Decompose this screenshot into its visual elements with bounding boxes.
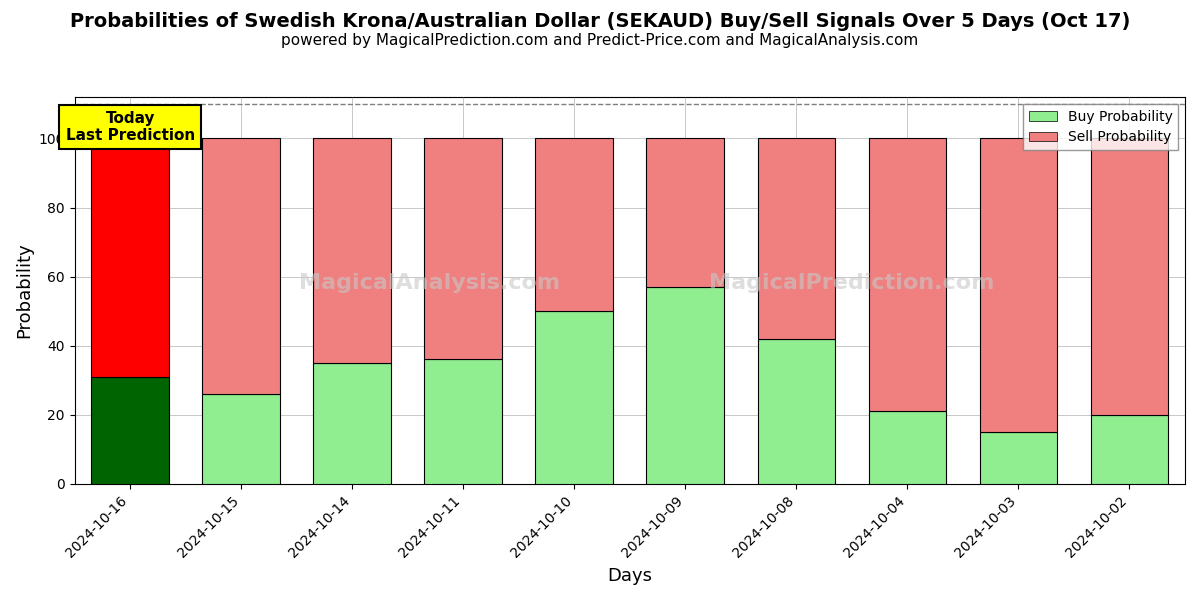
Text: MagicalPrediction.com: MagicalPrediction.com	[709, 272, 995, 293]
Bar	[425, 359, 502, 484]
Text: Today
Last Prediction: Today Last Prediction	[66, 111, 194, 143]
Bar	[1091, 139, 1169, 415]
Bar	[313, 139, 391, 363]
Bar	[757, 339, 835, 484]
Text: Probabilities of Swedish Krona/Australian Dollar (SEKAUD) Buy/Sell Signals Over : Probabilities of Swedish Krona/Australia…	[70, 12, 1130, 31]
Bar	[203, 139, 280, 394]
Bar	[535, 139, 613, 311]
Bar	[91, 377, 169, 484]
Bar	[535, 311, 613, 484]
Bar	[979, 432, 1057, 484]
Bar	[313, 363, 391, 484]
Bar	[979, 139, 1057, 432]
Bar	[869, 139, 947, 411]
Bar	[647, 287, 725, 484]
Bar	[91, 139, 169, 377]
Text: powered by MagicalPrediction.com and Predict-Price.com and MagicalAnalysis.com: powered by MagicalPrediction.com and Pre…	[281, 33, 919, 48]
Bar	[647, 139, 725, 287]
Text: MagicalAnalysis.com: MagicalAnalysis.com	[300, 272, 560, 293]
Bar	[869, 411, 947, 484]
Bar	[425, 139, 502, 359]
Y-axis label: Probability: Probability	[16, 242, 34, 338]
X-axis label: Days: Days	[607, 567, 653, 585]
Legend: Buy Probability, Sell Probability: Buy Probability, Sell Probability	[1024, 104, 1178, 150]
Bar	[203, 394, 280, 484]
Bar	[757, 139, 835, 339]
Bar	[1091, 415, 1169, 484]
